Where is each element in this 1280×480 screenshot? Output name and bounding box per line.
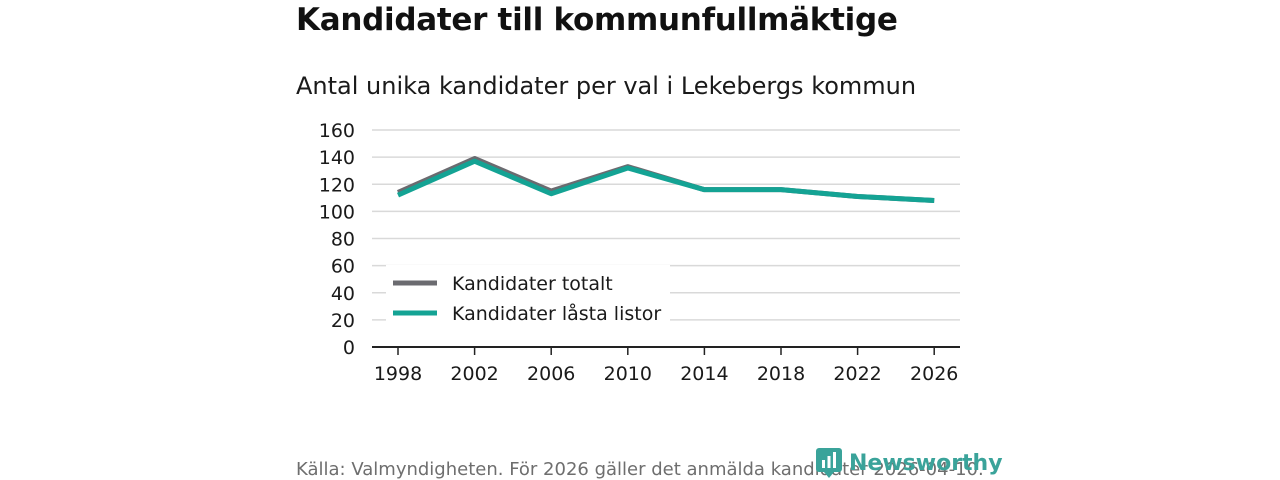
chart-title: Kandidater till kommunfullmäktige bbox=[296, 2, 898, 38]
y-tick-label: 100 bbox=[319, 201, 355, 223]
x-tick-label: 2002 bbox=[450, 363, 498, 385]
series-line-locked bbox=[396, 158, 935, 204]
legend-label-locked: Kandidater låsta listor bbox=[452, 302, 661, 325]
y-tick-label: 20 bbox=[331, 310, 355, 332]
source-footer: Källa: Valmyndigheten. För 2026 gäller d… bbox=[296, 459, 984, 480]
x-axis-ticks: 1998 2002 2006 2010 2014 2018 2022 2026 bbox=[374, 347, 958, 385]
x-tick-label: 1998 bbox=[374, 363, 422, 385]
x-tick-label: 2014 bbox=[680, 363, 728, 385]
y-tick-label: 160 bbox=[319, 120, 355, 142]
x-tick-label: 2022 bbox=[833, 363, 881, 385]
y-tick-label: 40 bbox=[331, 283, 355, 305]
y-tick-label: 140 bbox=[319, 147, 355, 169]
x-tick-label: 2018 bbox=[757, 363, 805, 385]
x-tick-label: 2010 bbox=[604, 363, 652, 385]
newsworthy-logo: Newsworthy bbox=[815, 446, 1003, 480]
y-tick-label: 120 bbox=[319, 174, 355, 196]
legend-label-total: Kandidater totalt bbox=[452, 273, 613, 295]
newsworthy-logo-icon bbox=[816, 448, 842, 478]
newsworthy-logo-text: Newsworthy bbox=[849, 450, 1003, 476]
legend: Kandidater totalt Kandidater låsta listo… bbox=[386, 265, 670, 327]
x-tick-label: 2006 bbox=[527, 363, 575, 385]
y-axis-ticks: 0 20 40 60 80 100 120 140 160 bbox=[319, 120, 355, 359]
x-tick-label: 2026 bbox=[910, 363, 958, 385]
y-tick-label: 80 bbox=[331, 229, 355, 251]
grid-lines bbox=[372, 129, 960, 348]
series-lines bbox=[396, 155, 935, 204]
chart-subtitle: Antal unika kandidater per val i Lekeber… bbox=[296, 72, 917, 100]
y-tick-label: 60 bbox=[331, 256, 355, 278]
legend-background bbox=[386, 265, 670, 327]
y-tick-label: 0 bbox=[343, 337, 355, 359]
